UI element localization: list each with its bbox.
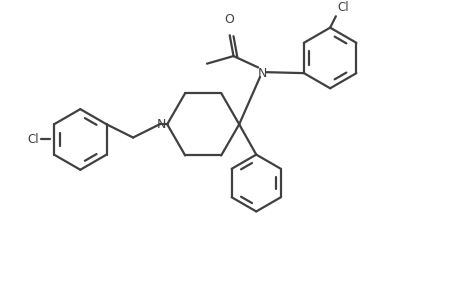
Text: O: O xyxy=(224,13,233,26)
Text: N: N xyxy=(257,67,266,80)
Text: N: N xyxy=(157,118,166,131)
Text: Cl: Cl xyxy=(27,133,39,146)
Text: Cl: Cl xyxy=(337,2,348,14)
